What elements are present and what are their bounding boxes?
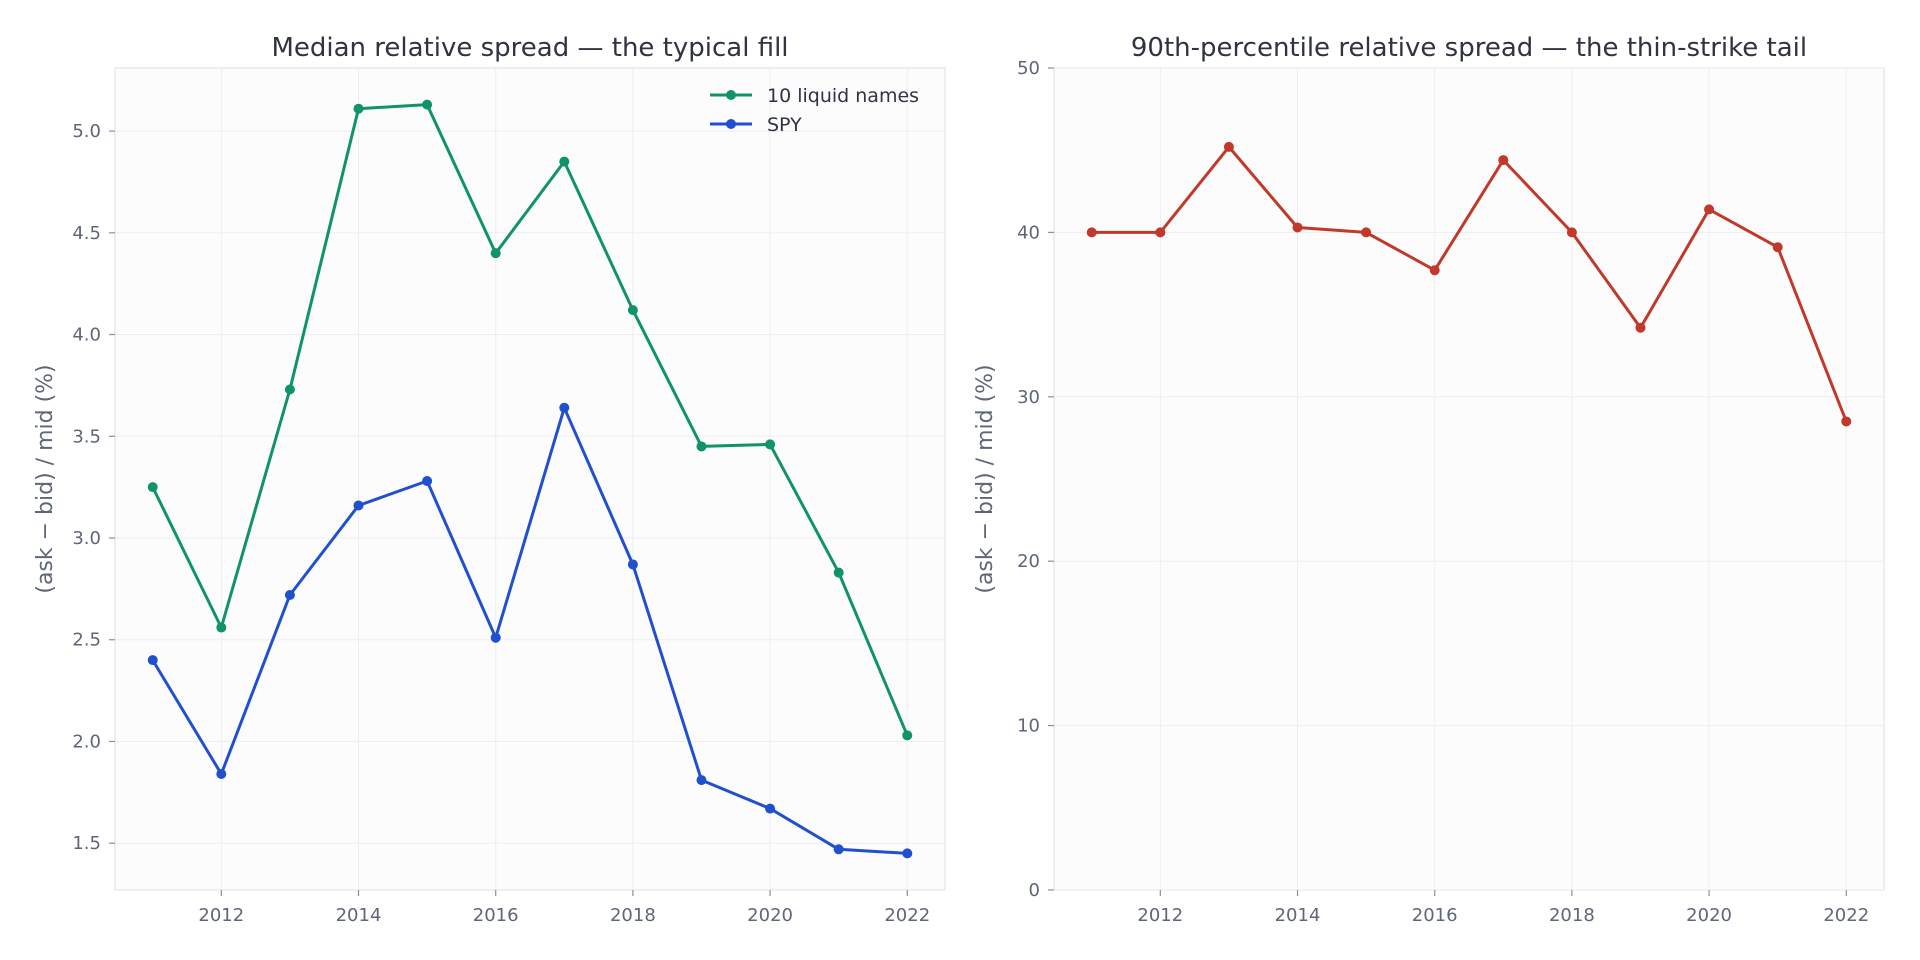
data-point [1841,416,1852,427]
y-axis-label-right: (ask − bid) / mid (%) [973,364,998,593]
panel-90th-percentile-spread: 2012 2014 2016 2018 2020 2022 0 10 20 30 40 50 90th… [973,33,1885,926]
data-point [1361,227,1372,238]
chart-title-left: Median relative spread — the typical fil… [271,33,788,63]
x-tick-label: 2014 [1275,905,1321,926]
y-tick-label: 2.0 [72,731,101,752]
data-point [696,775,707,786]
data-point [147,655,158,666]
y-tick-label: 3.0 [72,528,101,549]
x-tick-label: 2016 [1412,905,1458,926]
series-layer-right [1086,141,1852,427]
x-tick-label: 2020 [1686,905,1732,926]
y-tick-label: 20 [1017,551,1040,572]
data-point [490,248,501,259]
y-tick-label: 5.0 [72,121,101,142]
y-tick-label: 40 [1017,222,1040,243]
grid-right [1054,67,1884,891]
data-point [765,439,776,450]
y-axis-label-left: (ask − bid) / mid (%) [33,364,58,593]
series-line-0-0 [151,103,909,736]
y-tick-label: 4.5 [72,223,101,244]
data-point [765,803,776,814]
x-tick-label: 2022 [1823,905,1869,926]
y-tick-label: 0 [1029,880,1040,901]
data-point [422,99,433,110]
data-point [902,848,913,859]
series-layer-left [147,99,913,859]
x-tick-label: 2020 [747,905,793,926]
data-point [216,622,227,633]
data-point [833,844,844,855]
y-tick-label: 4.0 [72,325,101,346]
axis-ticks-left: 2012 2014 2016 2018 2020 2022 1.5 2.0 2.5 3.0 3.5 4… [72,121,930,926]
y-tick-label: 2.5 [72,630,101,651]
x-tick-label: 2012 [198,905,244,926]
data-point [627,305,638,316]
y-tick-label: 50 [1017,58,1040,79]
data-point [902,730,913,741]
x-tick-label: 2016 [473,905,519,926]
x-tick-label: 2022 [884,905,930,926]
x-tick-label: 2018 [610,905,656,926]
data-point [1635,322,1646,333]
legend-label-liquid-names: 10 liquid names [767,85,919,107]
data-point [696,441,707,452]
data-point [216,769,227,780]
chart-title-right: 90th-percentile relative spread — the th… [1131,33,1807,63]
data-point [1086,227,1097,238]
y-tick-label: 30 [1017,387,1040,408]
y-tick-label: 3.5 [72,426,101,447]
legend-marker-spy [726,119,736,129]
legend-label-spy: SPY [767,114,802,136]
plot-frame-right [1053,67,1885,891]
data-point [1704,204,1715,215]
series-line-1-0 [1091,145,1848,423]
data-point [1772,242,1783,253]
legend-marker-liquid-names [726,90,736,100]
data-point [627,559,638,570]
data-point [1429,265,1440,276]
x-tick-label: 2018 [1549,905,1595,926]
data-point [490,632,501,643]
x-tick-label: 2014 [336,905,382,926]
data-point [559,402,570,413]
data-point [1223,141,1234,152]
grid-left [115,68,945,890]
axis-ticks-right: 2012 2014 2016 2018 2020 2022 0 10 20 30 40 50 [1017,58,1869,926]
x-tick-label: 2012 [1137,905,1183,926]
data-point [1292,222,1303,233]
data-point [422,476,433,487]
data-point [559,156,570,167]
legend: 10 liquid names SPY [710,85,919,136]
y-tick-label: 10 [1017,716,1040,737]
plot-frame-left [114,67,946,891]
data-point [1566,227,1577,238]
data-point [353,103,364,114]
y-tick-label: 1.5 [72,833,101,854]
data-point [1155,227,1166,238]
panel-median-spread: 2012 2014 2016 2018 2020 2022 1.5 2.0 2.5 3.0 3.5 4… [33,33,946,926]
series-line-0-1 [151,406,908,855]
data-point [147,482,158,493]
data-point [284,384,295,395]
data-point [284,589,295,600]
data-point [833,567,844,578]
data-point [353,500,364,511]
data-point [1498,155,1509,166]
